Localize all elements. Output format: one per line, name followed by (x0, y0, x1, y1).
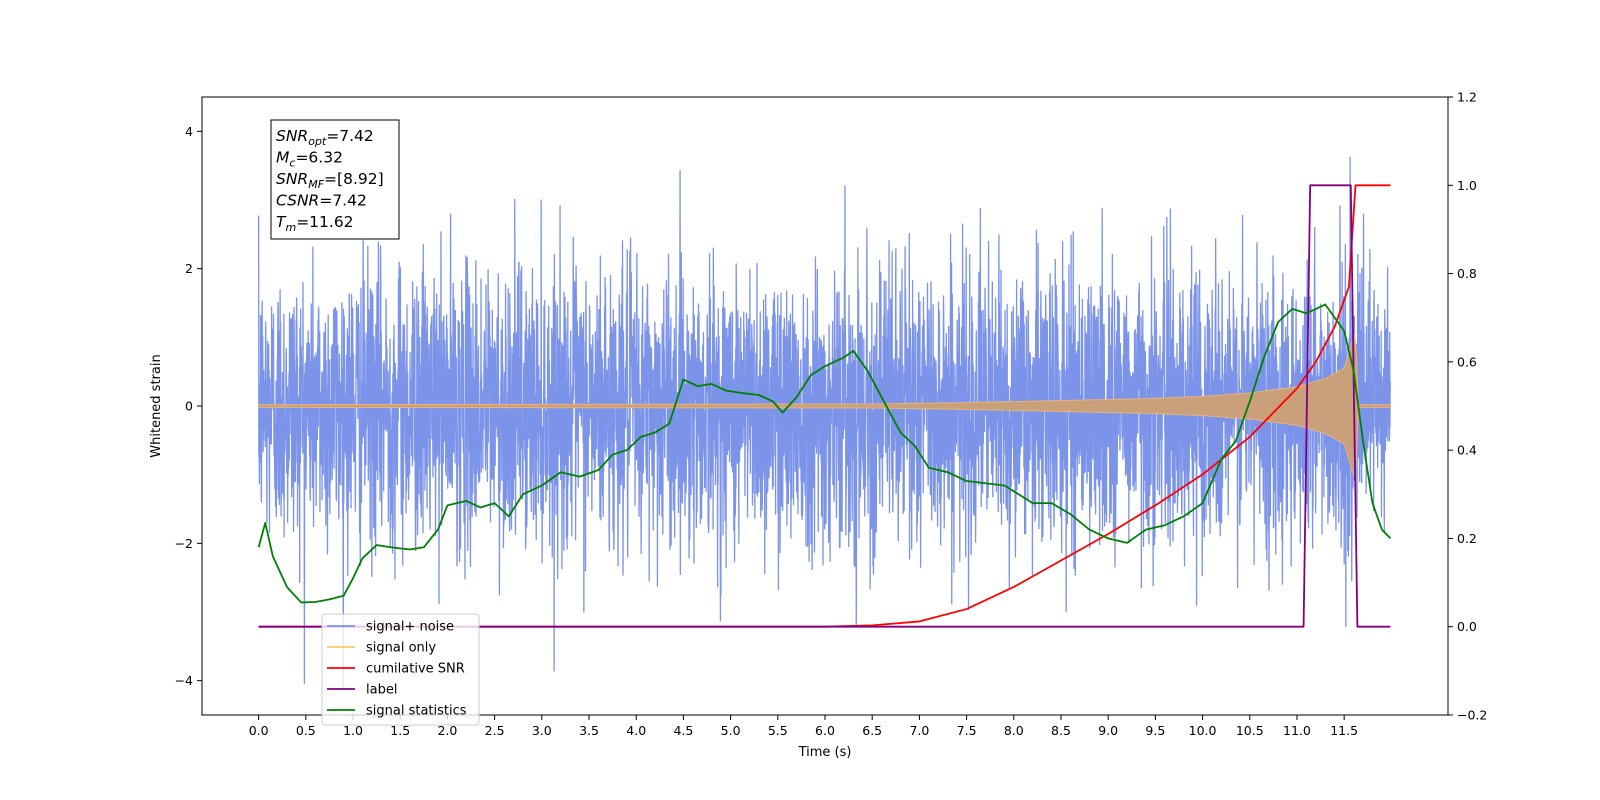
annotation-line: SNRMF=[8.92] (276, 170, 384, 191)
axes-layer: 0.0 0.5 1.0 1.5 2.0 2.5 3.0 3.5 4.0 4.5 5.0 5.5 6.0 6… (175, 90, 1488, 739)
legend-label: cumilative SNR (366, 662, 465, 677)
annotation-line: Mc=6.32 (276, 149, 343, 170)
x-tick-label: 6.5 (862, 723, 882, 738)
x-tick-label: 10.0 (1189, 723, 1217, 738)
legend-label: signal only (366, 641, 436, 656)
x-tick-label: 3.0 (532, 723, 552, 738)
y2-tick-label: 0.8 (1457, 266, 1477, 281)
x-tick-label: 9.0 (1098, 723, 1118, 738)
x-tick-label: 4.5 (673, 723, 693, 738)
series-signal-noise (257, 156, 1392, 689)
x-tick-label: 6.0 (815, 723, 835, 738)
x-tick-label: 9.5 (1145, 723, 1165, 738)
x-tick-label: 11.0 (1283, 723, 1311, 738)
series-cumulative-snr (258, 184, 1391, 628)
x-tick-label: 10.5 (1236, 723, 1264, 738)
x-tick-label: 8.0 (1004, 723, 1024, 738)
x-tick-label: 11.5 (1330, 723, 1358, 738)
y-tick-label: 0 (185, 399, 193, 414)
y2-tick-label: −0.2 (1457, 708, 1487, 723)
annotation-line: Tm=11.62 (276, 213, 354, 234)
x-tick-label: 2.0 (437, 723, 457, 738)
annotation-frame (270, 119, 400, 240)
x-tick-label: 7.0 (909, 723, 929, 738)
x-tick-label: 5.0 (721, 723, 741, 738)
x-tick-label: 8.5 (1051, 723, 1071, 738)
series-label (258, 184, 1391, 628)
y2-tick-label: 0.4 (1457, 443, 1477, 458)
y-tick-label: 2 (185, 261, 193, 276)
annotation-line: CSNR=7.42 (276, 192, 367, 210)
y2-tick-label: 1.2 (1457, 90, 1477, 105)
x-tick-label: 2.5 (485, 723, 505, 738)
x-tick-label: 1.5 (390, 723, 410, 738)
y-tick-label: −4 (175, 673, 193, 688)
x-tick-label: 4.0 (626, 723, 646, 738)
x-tick-label: 5.5 (768, 723, 788, 738)
legend-label: signal+ noise (366, 620, 454, 635)
x-tick-label: 3.5 (579, 723, 599, 738)
x-tick-label: 7.5 (957, 723, 977, 738)
x-tick-label: 0.5 (296, 723, 316, 738)
series-layer (257, 156, 1392, 689)
legend-label: signal statistics (366, 704, 467, 719)
x-tick-label: 1.0 (343, 723, 363, 738)
y-tick-label: 4 (185, 124, 193, 139)
y2-tick-label: 0.2 (1457, 531, 1477, 546)
legend-frame (321, 613, 480, 726)
legend-label: label (366, 683, 397, 698)
series-signal-only (258, 333, 1391, 479)
y-tick-label: −2 (175, 536, 193, 551)
x-axis-label: Time (s) (798, 745, 852, 760)
y2-tick-label: 1.0 (1457, 178, 1477, 193)
legend: signal+ noise signal only cumilative SNR la… (321, 613, 480, 726)
y2-tick-label: 0.0 (1457, 619, 1477, 634)
series-signal-statistics (257, 303, 1392, 604)
y2-tick-label: 0.6 (1457, 354, 1477, 369)
y-axis-label: Whitened strain (149, 354, 164, 457)
x-tick-label: 0.0 (249, 723, 269, 738)
annotation-line: SNRopt=7.42 (276, 127, 374, 148)
